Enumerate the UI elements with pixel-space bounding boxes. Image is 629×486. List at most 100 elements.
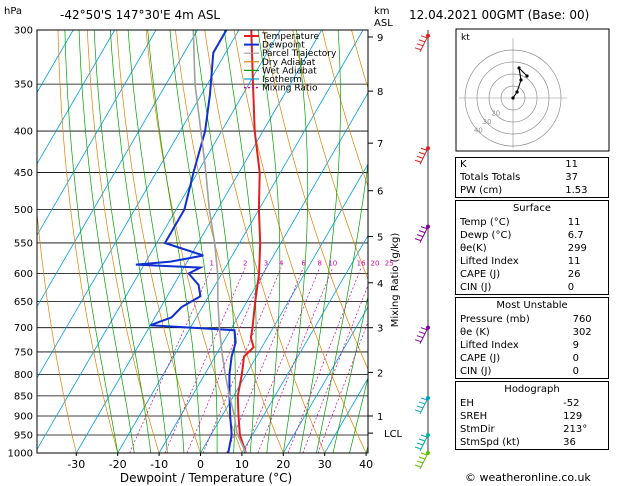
mixing-ratio-label: 3: [264, 260, 268, 268]
mixing-ratio-label: 6: [301, 260, 306, 268]
skewt-header: hPa -42°50'S 147°30'E 4m ASL km ASL 12.0…: [4, 6, 589, 28]
stat-label: SREH: [460, 411, 488, 422]
wind-barb: [414, 395, 430, 415]
dry-adiabat-line: [263, 30, 368, 371]
location-title: -42°50'S 147°30'E 4m ASL: [60, 8, 220, 22]
stat-value: 0: [567, 282, 575, 293]
hodograph-point: [511, 96, 515, 100]
pressure-tick-label: 450: [14, 168, 33, 179]
pressure-tick-label: 550: [14, 238, 33, 249]
surface-title: Surface: [512, 203, 552, 214]
dry-adiabat-line: [145, 30, 243, 453]
dry-adiabat-line: [410, 30, 440, 453]
pressure-tick-label: 1000: [8, 449, 33, 460]
km-tick-label: 4: [377, 279, 383, 290]
hodograph-point: [517, 66, 521, 70]
stat-label: PW (cm): [460, 185, 503, 196]
wet-adiabat-line: [282, 30, 309, 453]
mixing-ratio-line: [287, 267, 362, 453]
wet-adiabat-line: [110, 30, 168, 453]
pressure-tick-label: 900: [14, 411, 33, 422]
temp-tick-label: 20: [276, 458, 290, 471]
stat-label: Dewp (°C): [460, 230, 512, 241]
mixing-ratio-axis-label: Mixing Ratio (g/kg): [390, 233, 401, 328]
stat-value: 37: [565, 172, 578, 183]
temp-tick-label: -20: [109, 458, 127, 471]
wind-barb: [414, 146, 430, 165]
stat-row: K 11: [456, 158, 608, 171]
pressure-tick-label: 750: [14, 347, 33, 358]
wind-barb: [414, 224, 430, 243]
stat-label: Lifted Index: [460, 340, 519, 351]
wind-barb: [414, 451, 430, 470]
hodograph-ring-label: 30: [483, 118, 492, 126]
stats-panel: K 11 Totals Totals 37 PW (cm) 1.53 Surface Te…: [455, 157, 609, 467]
hodograph-ring-label: 20: [491, 109, 500, 117]
isotherm-line: [75, 30, 322, 453]
wind-barb: [414, 432, 430, 452]
hodograph-point: [525, 74, 529, 78]
wet-adiabat-line: [169, 30, 218, 453]
mixing-ratio-line: [302, 284, 368, 453]
series-line-parcel-trajectory: [192, 30, 247, 453]
stat-value: 9: [572, 340, 579, 351]
hodograph-point: [515, 90, 519, 94]
footer-credit: © weatheronline.co.uk: [465, 471, 591, 484]
stat-value: 0: [572, 353, 579, 364]
stat-row: CIN (J) 0: [456, 365, 608, 378]
dry-adiabat-line: [87, 30, 160, 453]
x-axis-label: Dewpoint / Temperature (°C): [120, 471, 292, 485]
stat-row: EH -52: [456, 397, 608, 410]
stat-row: PW (cm) 1.53: [456, 184, 608, 197]
mixing-ratio-label: 16: [357, 260, 366, 268]
dry-adiabat-line: [57, 30, 119, 453]
stat-label: StmSpd (kt): [460, 437, 520, 448]
series-line-temperature: [236, 30, 262, 453]
stat-value: 36: [563, 437, 576, 448]
hodograph-unit: kt: [461, 33, 470, 43]
stat-row: Temp (°C) 11: [456, 216, 608, 229]
hodo-stats-box: Hodograph EH -52 SREH 129 StmDir 213° StmSpd (…: [455, 381, 609, 450]
km-tick-label: 2: [377, 368, 383, 379]
lcl-label: LCL: [384, 429, 403, 440]
wind-barb: [414, 325, 430, 344]
temp-tick-label: 0: [197, 458, 204, 471]
stat-value: 11: [567, 256, 581, 267]
datetime-title: 12.04.2021 00GMT (Base: 00): [409, 8, 589, 22]
temp-tick-label: 10: [235, 458, 249, 471]
pressure-tick-label: 500: [14, 205, 33, 216]
mixing-ratio-line: [164, 267, 246, 453]
mixing-ratio-label: 10: [328, 260, 337, 268]
isotherm-line: [158, 92, 368, 453]
stat-label: Totals Totals: [460, 172, 521, 183]
temp-tick-label: 40: [359, 458, 373, 471]
km-tick-label: 9: [377, 33, 383, 44]
stat-row: Pressure (mb) 760: [456, 313, 608, 326]
height-unit-bottom: ASL: [374, 18, 393, 28]
stat-value: 6.7: [567, 230, 584, 241]
dry-adiabat-line: [233, 30, 367, 453]
surface-box: Surface Temp (°C) 11 Dewp (°C) 6.7 θe(K) 299 L…: [455, 200, 609, 295]
stat-row: Lifted Index 11: [456, 255, 608, 268]
wet-adiabat-line: [93, 30, 152, 453]
wet-adiabat-line: [194, 30, 236, 453]
stat-label: CAPE (J): [460, 353, 501, 364]
mixing-ratio-label: 4: [279, 260, 284, 268]
km-tick-label: 8: [377, 87, 383, 98]
wet-adiabat-line: [64, 30, 119, 453]
wet-adiabat-line: [332, 294, 368, 453]
stat-label: CAPE (J): [460, 269, 501, 280]
skewt-chart: 3003504004505005506006507007508008509009…: [8, 26, 440, 485]
legend-entry: Temperature: [261, 32, 319, 42]
stat-value: 0: [572, 366, 579, 377]
isotherm-line: [37, 30, 281, 451]
wet-adiabat-line: [299, 30, 341, 453]
stat-label: Pressure (mb): [460, 314, 530, 325]
wet-adiabat-line: [127, 30, 185, 453]
stat-row: CIN (J) 0: [456, 281, 608, 294]
legend-entry: Dewpoint: [262, 41, 305, 51]
dry-adiabat-line: [116, 30, 201, 453]
stat-value: 299: [567, 243, 587, 254]
legend-entry: Mixing Ratio: [262, 84, 318, 94]
